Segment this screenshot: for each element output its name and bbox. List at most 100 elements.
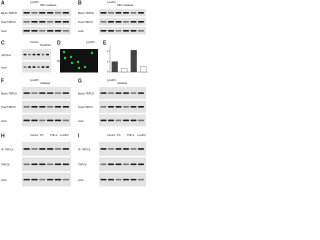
band (115, 92, 122, 94)
cell (63, 56, 67, 60)
band (130, 148, 137, 150)
band (31, 178, 38, 181)
band (47, 163, 54, 166)
blot (22, 142, 71, 156)
band (138, 163, 144, 166)
row-label: TRPC6 (78, 163, 87, 167)
band (62, 148, 69, 150)
band (47, 21, 54, 23)
band (47, 30, 54, 32)
blot (22, 18, 71, 26)
y-tick-label: 1 (107, 59, 109, 63)
band (123, 163, 129, 166)
band (100, 119, 107, 122)
band (47, 178, 54, 181)
band (39, 12, 46, 14)
lane-header: LysoPC (107, 0, 116, 4)
band (100, 92, 107, 94)
blot (22, 100, 71, 113)
band (108, 148, 114, 150)
row-label: TRPC6 (1, 163, 10, 167)
band (32, 66, 36, 68)
blot (99, 157, 146, 172)
band (108, 119, 114, 122)
row-label: Biotin-TRPC6 (1, 92, 17, 96)
cell (77, 66, 81, 70)
lane-header: TNF-α (127, 133, 135, 137)
band (54, 12, 62, 14)
band (31, 148, 38, 150)
cell (83, 65, 87, 69)
band (130, 12, 137, 14)
blot (99, 172, 146, 187)
row-label: p47phox (1, 53, 12, 57)
band (39, 178, 46, 181)
cell (70, 61, 74, 65)
band (62, 119, 69, 122)
band (54, 163, 62, 166)
cell (90, 51, 94, 55)
y-tick-label: 2 (107, 49, 109, 53)
cell (69, 55, 73, 59)
band (31, 30, 38, 32)
blot (22, 172, 71, 187)
band (130, 163, 137, 166)
band (115, 119, 122, 122)
band (62, 30, 69, 32)
cell (62, 50, 66, 54)
band (100, 148, 107, 150)
blot (22, 157, 71, 172)
band (47, 92, 54, 94)
band (39, 21, 46, 23)
row-label: IP: TRPC6 (1, 147, 14, 151)
band (138, 92, 144, 94)
band (115, 21, 122, 23)
band (54, 30, 62, 32)
micrograph (60, 49, 98, 73)
band (108, 12, 114, 14)
panel-letter: H (1, 133, 5, 139)
band (100, 21, 107, 23)
band (108, 106, 114, 108)
row-label: Total TRPC6 (1, 20, 16, 24)
lane-header: Control (107, 133, 116, 137)
band (138, 30, 144, 32)
lane-header: Control (30, 133, 39, 137)
band (23, 178, 30, 181)
band (130, 178, 137, 181)
lane-header: Catalase (40, 81, 51, 85)
lane-header: Control (30, 40, 39, 44)
panel-letter: E (103, 40, 107, 46)
blot (22, 87, 71, 100)
band (23, 148, 30, 150)
band (23, 21, 30, 23)
row-label: Actin (1, 29, 7, 33)
band (130, 21, 137, 23)
row-label: Total TRPC6 (78, 105, 93, 109)
row-label: Actin (1, 119, 7, 123)
blot (99, 114, 146, 127)
band (123, 178, 129, 181)
band (138, 21, 144, 23)
lane-header: NoxRNAi (40, 43, 51, 47)
band (138, 106, 144, 108)
band (115, 148, 122, 150)
row-label: Total TRPC6 (1, 105, 16, 109)
band (130, 106, 137, 108)
band (23, 163, 30, 166)
band (47, 12, 54, 14)
band (41, 53, 45, 56)
band (31, 119, 38, 122)
row-label: Actin (1, 65, 7, 69)
panel-letter: A (1, 0, 5, 6)
band (23, 30, 30, 32)
blot (99, 142, 146, 156)
band (138, 178, 144, 181)
band (23, 66, 27, 68)
band (123, 12, 129, 14)
band (23, 12, 30, 14)
band (46, 66, 49, 68)
lane-header: PEG Catalase (117, 3, 134, 7)
blot (99, 27, 146, 35)
